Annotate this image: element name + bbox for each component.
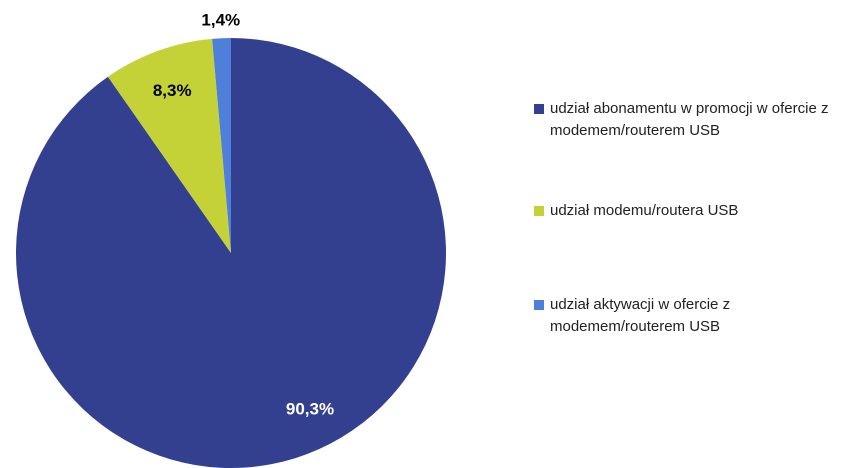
legend-label: udział modemu/routera USB (550, 202, 739, 219)
legend-item: udział aktywacji w ofercie z modemem/rou… (534, 294, 854, 338)
legend-label: udział aktywacji w ofercie z modemem/rou… (550, 296, 731, 335)
data-label: 90,3% (286, 399, 334, 418)
data-label: 8,3% (153, 81, 192, 100)
legend-item: udział abonamentu w promocji w ofercie z… (534, 98, 854, 142)
pie-slice (107, 38, 231, 254)
legend-label: udział abonamentu w promocji w ofercie z… (550, 100, 829, 139)
pie-slice (15, 38, 447, 468)
legend-swatch (534, 104, 544, 114)
legend-item: udział modemu/routera USB (534, 200, 854, 222)
legend-swatch (534, 300, 544, 310)
data-label: 1,4% (201, 11, 240, 30)
pie-slice (212, 38, 231, 253)
legend-swatch (534, 206, 544, 216)
